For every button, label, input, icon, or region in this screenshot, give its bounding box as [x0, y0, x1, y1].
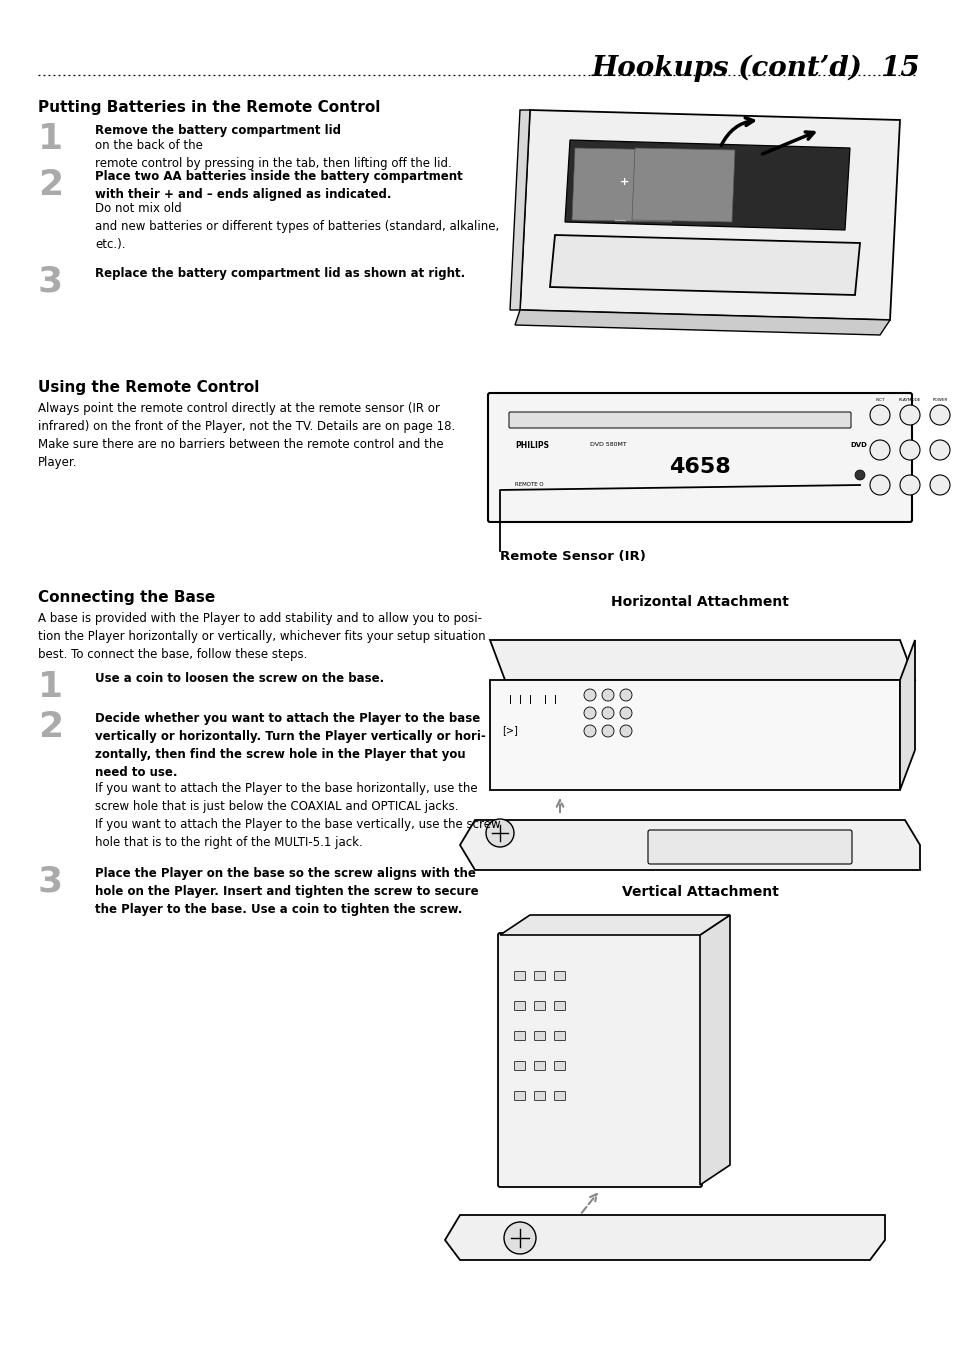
Circle shape — [619, 689, 631, 701]
Text: INCT: INCT — [874, 399, 883, 403]
Polygon shape — [510, 109, 530, 309]
Text: Putting Batteries in the Remote Control: Putting Batteries in the Remote Control — [38, 100, 380, 115]
Circle shape — [854, 470, 864, 480]
FancyBboxPatch shape — [534, 1032, 545, 1040]
Circle shape — [601, 725, 614, 738]
FancyBboxPatch shape — [534, 1062, 545, 1070]
Text: REMOTE O: REMOTE O — [515, 482, 543, 488]
Polygon shape — [459, 820, 919, 870]
Circle shape — [899, 440, 919, 459]
FancyBboxPatch shape — [514, 971, 525, 981]
FancyBboxPatch shape — [488, 393, 911, 521]
FancyBboxPatch shape — [514, 1032, 525, 1040]
FancyBboxPatch shape — [514, 1092, 525, 1101]
Text: DVD: DVD — [849, 442, 866, 449]
Polygon shape — [490, 640, 914, 680]
FancyBboxPatch shape — [514, 1001, 525, 1011]
Text: Horizontal Attachment: Horizontal Attachment — [611, 594, 788, 609]
FancyBboxPatch shape — [497, 934, 701, 1188]
Text: Always point the remote control directly at the remote sensor (IR or
infrared) o: Always point the remote control directly… — [38, 403, 455, 469]
Polygon shape — [444, 1215, 884, 1260]
Polygon shape — [564, 141, 849, 230]
FancyBboxPatch shape — [509, 412, 850, 428]
Circle shape — [485, 819, 514, 847]
Polygon shape — [572, 149, 675, 222]
Text: Do not mix old
and new batteries or different types of batteries (standard, alka: Do not mix old and new batteries or diff… — [95, 203, 498, 251]
Text: Remove the battery compartment lid: Remove the battery compartment lid — [95, 124, 340, 136]
Text: 4658: 4658 — [668, 457, 730, 477]
Text: Place two AA batteries inside the battery compartment
with their + and – ends al: Place two AA batteries inside the batter… — [95, 170, 462, 201]
Polygon shape — [515, 309, 889, 335]
Polygon shape — [490, 680, 899, 790]
FancyBboxPatch shape — [647, 830, 851, 865]
Circle shape — [869, 440, 889, 459]
FancyBboxPatch shape — [554, 1092, 565, 1101]
Text: Connecting the Base: Connecting the Base — [38, 590, 215, 605]
Circle shape — [601, 707, 614, 719]
Text: PHILIPS: PHILIPS — [515, 440, 548, 450]
Polygon shape — [700, 915, 729, 1185]
Polygon shape — [899, 640, 914, 790]
Text: on the back of the
remote control by pressing in the tab, then lifting off the l: on the back of the remote control by pre… — [95, 139, 452, 170]
FancyBboxPatch shape — [534, 971, 545, 981]
Text: [>]: [>] — [501, 725, 517, 735]
FancyBboxPatch shape — [554, 1032, 565, 1040]
Circle shape — [899, 476, 919, 494]
FancyBboxPatch shape — [554, 1001, 565, 1011]
Polygon shape — [499, 915, 729, 935]
Text: Place the Player on the base so the screw aligns with the
hole on the Player. In: Place the Player on the base so the scre… — [95, 867, 478, 916]
Text: Use a coin to loosen the screw on the base.: Use a coin to loosen the screw on the ba… — [95, 671, 384, 685]
FancyBboxPatch shape — [534, 1092, 545, 1101]
Text: 2: 2 — [38, 711, 63, 744]
Text: A base is provided with the Player to add stability and to allow you to posi-
ti: A base is provided with the Player to ad… — [38, 612, 485, 661]
Text: 3: 3 — [38, 865, 63, 898]
Circle shape — [929, 476, 949, 494]
Text: If you want to attach the Player to the base horizontally, use the
screw hole th: If you want to attach the Player to the … — [95, 782, 500, 848]
Text: POWER: POWER — [931, 399, 946, 403]
Circle shape — [899, 405, 919, 426]
Text: Decide whether you want to attach the Player to the base
vertically or horizonta: Decide whether you want to attach the Pl… — [95, 712, 485, 780]
Text: Using the Remote Control: Using the Remote Control — [38, 380, 259, 394]
Text: Replace the battery compartment lid as shown at right.: Replace the battery compartment lid as s… — [95, 267, 465, 280]
Text: DVD 580MT: DVD 580MT — [589, 443, 626, 447]
Circle shape — [583, 725, 596, 738]
Text: Vertical Attachment: Vertical Attachment — [621, 885, 778, 898]
Circle shape — [929, 405, 949, 426]
Text: 1: 1 — [38, 670, 63, 704]
Circle shape — [503, 1223, 536, 1254]
Circle shape — [583, 689, 596, 701]
FancyBboxPatch shape — [514, 1062, 525, 1070]
Text: 1: 1 — [38, 122, 63, 155]
Polygon shape — [519, 109, 899, 320]
Text: PLAYMODE: PLAYMODE — [898, 399, 921, 403]
Circle shape — [929, 440, 949, 459]
Polygon shape — [550, 235, 859, 295]
Text: 3: 3 — [38, 265, 63, 299]
Circle shape — [601, 689, 614, 701]
Text: Hookups (cont’d)  15: Hookups (cont’d) 15 — [591, 55, 919, 82]
Circle shape — [869, 476, 889, 494]
Text: 2: 2 — [38, 168, 63, 203]
Circle shape — [583, 707, 596, 719]
Circle shape — [869, 405, 889, 426]
Circle shape — [619, 707, 631, 719]
Text: +: + — [619, 177, 629, 186]
FancyBboxPatch shape — [554, 1062, 565, 1070]
FancyBboxPatch shape — [554, 971, 565, 981]
Circle shape — [619, 725, 631, 738]
Text: Remote Sensor (IR): Remote Sensor (IR) — [499, 550, 645, 563]
Polygon shape — [631, 149, 734, 222]
FancyBboxPatch shape — [534, 1001, 545, 1011]
